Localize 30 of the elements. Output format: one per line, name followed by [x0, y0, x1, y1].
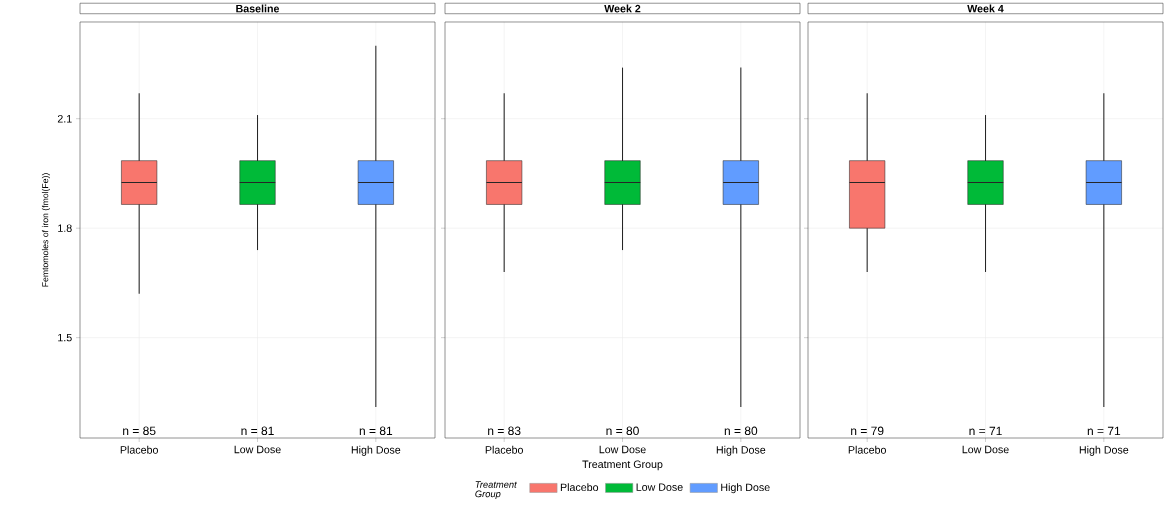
chart-title: Week 4 [967, 4, 1004, 13]
legend-label: Low Dose [636, 483, 683, 491]
y-tick-label: 2.1 [57, 114, 72, 123]
annotation: n = 81 [359, 426, 393, 436]
x-tick-label: Placebo [485, 445, 523, 454]
x-tick-label: Low Dose [599, 445, 646, 454]
legend-title: Treatment Group [475, 481, 517, 500]
legend-label: High Dose [721, 483, 770, 494]
annotation: n = 71 [969, 426, 1002, 436]
legend-label: Placebo [560, 483, 599, 492]
chart-title: Week 2 [604, 4, 641, 13]
annotation: n = 79 [851, 426, 884, 436]
annotation: n = 80 [724, 426, 758, 436]
x-axis-title: Treatment Group [582, 460, 663, 471]
x-tick-label: High Dose [716, 445, 766, 456]
annotation: n = 85 [123, 426, 156, 436]
x-tick-label: Low Dose [234, 445, 281, 454]
y-tick-label: 1.5 [58, 333, 72, 342]
annotation: n = 71 [1087, 426, 1121, 436]
y-tick-label: 1.8 [58, 224, 72, 232]
x-tick-label: High Dose [351, 445, 401, 456]
annotation: n = 81 [241, 426, 274, 436]
chart-title: Baseline [236, 4, 280, 13]
x-tick-label: Placebo [120, 445, 158, 454]
x-tick-label: High Dose [1079, 445, 1129, 456]
x-tick-label: Low Dose [962, 445, 1009, 454]
annotation: n = 80 [606, 426, 639, 436]
y-axis-title: Femtomoles of iron (fmol(Fe)) [41, 173, 50, 287]
annotation: n = 83 [488, 426, 521, 436]
x-tick-label: Placebo [848, 445, 886, 454]
